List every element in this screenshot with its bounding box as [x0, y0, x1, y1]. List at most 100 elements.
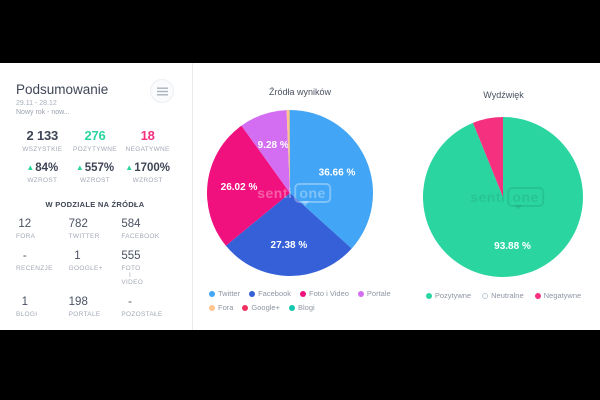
totals-row: 2 133 WSZYSTKIE 276 POZYTYWNE 18 NEGATYWNE	[16, 128, 174, 153]
stat-label: FOTO I VIDEO	[121, 265, 144, 286]
legend-dot-negatywne	[534, 292, 541, 299]
filter-button[interactable]	[150, 79, 174, 103]
sources-chart: Źródła wyników 36.66 % 27.38 % 26.02 % 9.28…	[193, 63, 407, 330]
panel-title: Podsumowanie	[16, 82, 109, 97]
totals-item-pozytywne: 276 POZYTYWNE	[69, 128, 122, 153]
stat-value: 198	[68, 296, 88, 308]
stat-value: 555	[121, 250, 141, 262]
stat-label: FORA	[16, 233, 36, 240]
legend-row: Fora Google+ Blogi	[209, 303, 404, 312]
sentiment-pie: 93.88 %	[423, 117, 583, 277]
sources-item-google: 1 GOOGLE+	[68, 250, 103, 286]
legend-item-pozytywne[interactable]: Pozytywne	[425, 291, 471, 300]
stat-value: 584	[121, 218, 141, 230]
stat-label: POZOSTAŁE	[121, 311, 163, 318]
legend-dot-facebook	[249, 290, 256, 297]
legend-dot-foto-i-video	[300, 290, 307, 297]
legend-label: Fora	[218, 303, 234, 312]
legend-dot-fora	[209, 304, 215, 311]
slice-portale[interactable]	[241, 110, 290, 193]
stat-value: 18	[140, 128, 155, 143]
stat-value: ▲1700%	[125, 162, 170, 174]
growth-up-icon: ▲	[125, 163, 134, 172]
slice-twitter[interactable]	[290, 110, 373, 249]
stat-value: 12	[18, 218, 32, 230]
legend-item-fora[interactable]: Fora	[209, 303, 233, 312]
legend-item-blogi[interactable]: Blogi	[289, 303, 315, 312]
legend-label: Portale	[366, 289, 391, 298]
sources-heading: W PODZIALE NA ŹRÓDŁA	[45, 200, 145, 209]
summary-panel-header: Podsumowanie 29.11 - 28.12 Nowy rok - no…	[16, 75, 174, 116]
sentiment-chart-title: Wydźwięk	[483, 90, 524, 100]
stat-value: 1	[74, 250, 81, 262]
project-name: Nowy rok - now...	[16, 109, 70, 116]
slice-fora[interactable]	[286, 110, 290, 193]
stat-value: 276	[84, 128, 106, 143]
legend-row: Pozytywne Neutralne Negatywne	[407, 291, 600, 300]
legend-item-foto-i-video[interactable]: Foto i Video	[300, 289, 349, 298]
sources-item-pozosta-e: - POZOSTAŁE	[121, 296, 163, 318]
legend-item-twitter[interactable]: Twitter	[209, 289, 240, 298]
sources-legend: Twitter Facebook Foto i Video Portale Fora Go…	[209, 289, 404, 317]
legend-dot-pozytywne	[425, 292, 432, 299]
stat-label: WZROST	[80, 177, 110, 184]
legend-label: Twitter	[218, 289, 241, 298]
growth-up-icon: ▲	[26, 163, 35, 172]
legend-row: Twitter Facebook Foto i Video Portale	[209, 289, 404, 298]
stat-label: WSZYSTKIE	[22, 146, 63, 153]
stat-value: 2 133	[26, 128, 59, 143]
stat-label: NEGATYWNE	[125, 146, 170, 153]
sources-item-portale: 198 PORTALE	[68, 296, 101, 318]
slice-foto-i-video[interactable]	[207, 125, 290, 246]
stat-label: BLOGI	[16, 311, 38, 318]
legend-dot-portale	[357, 290, 364, 297]
legend-item-negatywne[interactable]: Negatywne	[534, 291, 582, 300]
legend-dot-neutralne	[482, 292, 489, 299]
legend-label: Google+	[251, 303, 280, 312]
sources-pie: 36.66 %27.38 %26.02 %9.28 %	[207, 110, 373, 276]
sources-item-recenzje: - RECENZJE	[16, 250, 52, 286]
legend-item-facebook[interactable]: Facebook	[249, 289, 291, 298]
stat-label: WZROST	[132, 177, 163, 184]
legend-dot-google	[242, 304, 249, 311]
dashboard-content: Podsumowanie 29.11 - 28.12 Nowy rok - no…	[0, 63, 600, 330]
stat-label: POZYTYWNE	[73, 146, 117, 153]
slice-negatywne[interactable]	[472, 117, 503, 197]
growth-item-wzrost: ▲557% WZROST	[69, 162, 122, 184]
legend-label: Neutralne	[491, 291, 524, 300]
growth-item-wzrost: ▲1700% WZROST	[121, 162, 174, 184]
sources-item-blogi: 1 BLOGI	[16, 296, 38, 318]
totals-item-wszystkie: 2 133 WSZYSTKIE	[16, 128, 69, 153]
legend-dot-blogi	[289, 304, 295, 311]
stat-value: ▲84%	[26, 162, 59, 174]
sources-item-twitter: 782 TWITTER	[68, 218, 100, 240]
stat-value: ▲557%	[75, 162, 115, 174]
legend-item-neutralne[interactable]: Neutralne	[482, 291, 524, 300]
stat-label: PORTALE	[68, 311, 101, 318]
sources-grid: 12 FORA 782 TWITTER 584 FACEBOOK - RECENZJE 1 GOO…	[16, 218, 174, 318]
legend-item-google[interactable]: Google+	[242, 303, 280, 312]
stat-value: 1	[21, 296, 28, 308]
stat-label: FACEBOOK	[121, 233, 160, 240]
sentiment-legend: Pozytywne Neutralne Negatywne	[407, 291, 600, 305]
totals-item-negatywne: 18 NEGATYWNE	[121, 128, 174, 153]
sources-item-foto-i-video: 555 FOTO I VIDEO	[121, 250, 144, 286]
legend-item-portale[interactable]: Portale	[357, 289, 391, 298]
sources-item-facebook: 584 FACEBOOK	[121, 218, 160, 240]
legend-label: Negatywne	[543, 291, 582, 300]
summary-titles: Podsumowanie 29.11 - 28.12 Nowy rok - no…	[16, 75, 108, 116]
stat-value: -	[128, 296, 133, 308]
sources-item-fora: 12 FORA	[16, 218, 36, 240]
legend-dot-twitter	[209, 290, 215, 297]
legend-label: Foto i Video	[309, 289, 349, 298]
stat-label: GOOGLE+	[68, 265, 103, 272]
growth-row: ▲84% WZROST ▲557% WZROST ▲1700% WZROST	[16, 162, 174, 184]
sliders-icon	[156, 87, 168, 95]
growth-up-icon: ▲	[75, 163, 84, 172]
stat-value: -	[22, 250, 27, 262]
slice-pozytywne[interactable]	[423, 117, 583, 277]
stat-label: TWITTER	[68, 233, 100, 240]
stat-label: WZROST	[27, 177, 58, 184]
slice-facebook[interactable]	[225, 193, 352, 276]
